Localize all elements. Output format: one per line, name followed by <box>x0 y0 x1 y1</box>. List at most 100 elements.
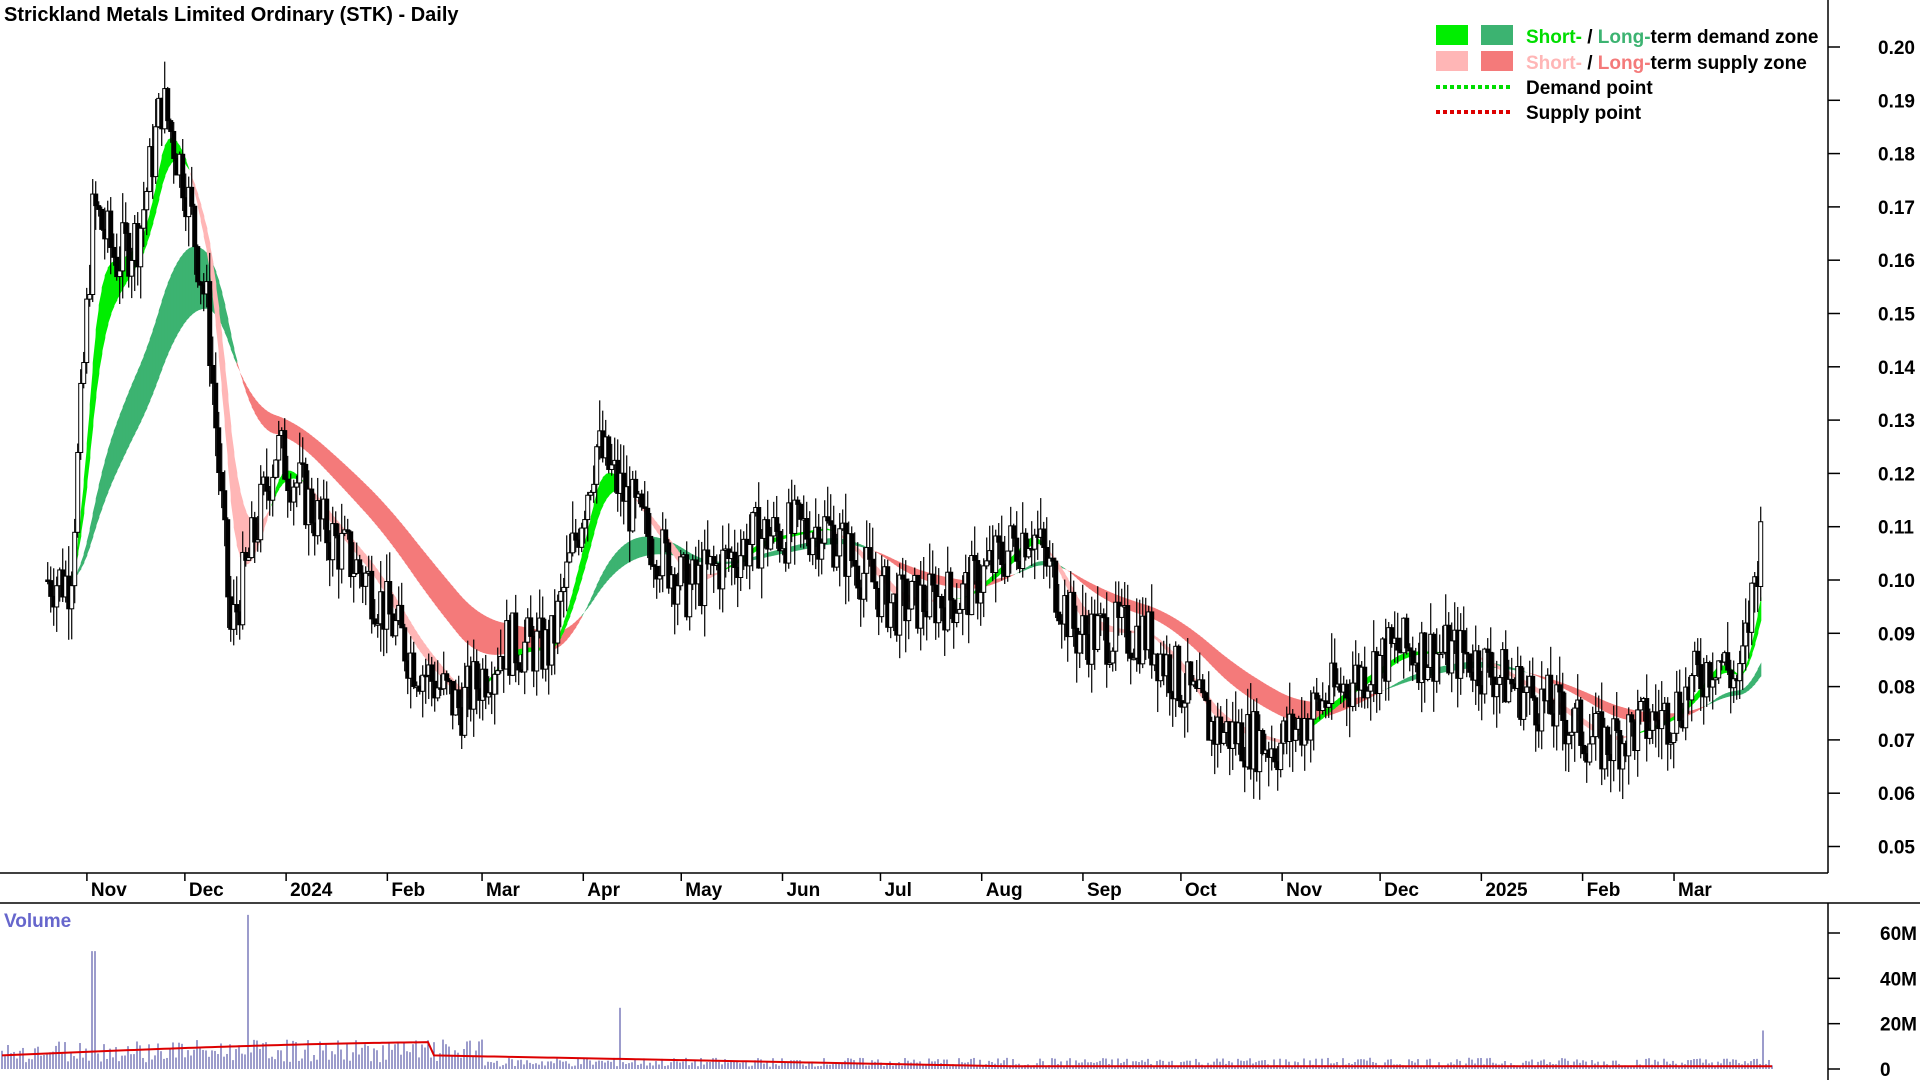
candle-body <box>255 539 261 543</box>
candle-body <box>1050 557 1056 562</box>
long-term-zone-segment <box>629 539 634 562</box>
candle-body <box>861 572 867 600</box>
candle-body <box>1056 611 1062 622</box>
long-term-zone-segment <box>176 258 181 336</box>
short-term-zone-segment <box>572 578 577 608</box>
candle-body <box>1344 683 1350 699</box>
candle-body <box>1272 748 1278 763</box>
long-term-zone-segment <box>1106 590 1111 602</box>
long-term-zone-segment <box>1208 643 1213 666</box>
long-term-zone-segment <box>233 348 238 366</box>
short-term-zone-segment <box>566 601 571 625</box>
candle-body <box>1689 675 1695 701</box>
candle-body <box>375 623 381 626</box>
candle-body <box>1407 647 1413 652</box>
long-term-zone-segment <box>146 338 151 409</box>
long-term-zone-segment <box>302 429 307 451</box>
candle-body <box>1554 684 1560 727</box>
short-term-zone-segment <box>1535 686 1540 695</box>
candle-body <box>585 494 591 521</box>
long-term-zone-segment <box>563 628 568 643</box>
long-term-zone-segment <box>1250 674 1255 701</box>
long-term-zone-segment <box>365 484 370 517</box>
long-term-zone-segment <box>230 334 235 358</box>
short-term-zone-segment <box>98 287 103 374</box>
candle-body <box>213 382 219 429</box>
candle-body <box>885 566 891 628</box>
long-term-zone-segment <box>182 250 187 326</box>
candle-body <box>1482 648 1488 695</box>
long-term-zone-segment <box>1205 640 1210 663</box>
long-term-zone-segment <box>1754 668 1759 685</box>
long-term-zone-segment <box>1187 626 1192 646</box>
candle-body <box>1710 679 1716 688</box>
long-term-zone-segment <box>185 248 190 322</box>
candle-body <box>123 222 129 234</box>
long-term-zone-segment <box>890 557 895 565</box>
long-term-zone-segment <box>1268 685 1273 712</box>
candle-body <box>1386 627 1392 682</box>
long-term-zone-segment <box>326 448 331 475</box>
candle-body <box>1467 653 1473 673</box>
long-term-zone-segment <box>470 605 475 649</box>
long-term-zone-segment <box>1694 708 1699 713</box>
candle-body <box>855 565 861 589</box>
short-term-zone-segment <box>1721 665 1726 675</box>
long-term-zone-segment <box>1751 674 1756 688</box>
candle-body <box>393 620 399 637</box>
x-tick-label: Apr <box>587 880 620 901</box>
x-tick-label: Mar <box>486 880 520 901</box>
candle-body <box>864 547 870 574</box>
candle-body <box>1566 734 1572 745</box>
candle-body <box>996 535 1002 543</box>
short-term-zone-segment <box>599 477 604 513</box>
long-term-zone-segment <box>1562 683 1567 690</box>
long-term-zone-segment <box>356 475 361 507</box>
long-term-zone-segment <box>227 318 232 350</box>
long-term-zone-segment <box>254 398 259 419</box>
short-term-zone-segment <box>374 566 379 582</box>
long-term-zone-segment <box>1232 662 1237 688</box>
long-term-zone-segment <box>413 538 418 580</box>
candle-body <box>447 679 453 683</box>
candle-body <box>1488 651 1494 678</box>
candle-body <box>936 596 942 624</box>
candle-body <box>645 507 651 537</box>
short-term-zone-segment <box>146 212 151 244</box>
candle-body <box>78 382 84 453</box>
candle-body <box>1563 719 1569 745</box>
candle-body <box>1047 557 1053 567</box>
long-term-zone-segment <box>1568 685 1573 693</box>
long-term-zone-segment <box>995 578 1000 584</box>
long-term-zone-segment <box>893 559 898 567</box>
long-term-zone-segment <box>77 562 82 574</box>
candle-body <box>444 673 450 681</box>
long-term-zone-segment <box>260 405 265 427</box>
short-term-zone-segment <box>608 472 613 496</box>
candle-body <box>264 476 270 492</box>
long-term-zone-segment <box>617 547 622 571</box>
candle-body <box>1203 692 1209 701</box>
long-term-zone-segment <box>467 603 472 647</box>
candle-body <box>1083 615 1089 636</box>
candle-body <box>276 435 282 461</box>
short-term-zone-segment <box>1154 635 1159 642</box>
long-term-zone-segment <box>860 544 865 548</box>
long-term-zone-segment <box>347 467 352 497</box>
long-term-zone-segment <box>1535 674 1540 677</box>
long-term-zone-segment <box>293 423 298 444</box>
short-term-zone-segment <box>185 159 190 170</box>
long-term-zone-segment <box>884 555 889 560</box>
long-term-zone-segment <box>1511 667 1516 671</box>
long-term-zone-segment <box>1073 573 1078 579</box>
candle-body <box>1110 650 1116 664</box>
candle-body <box>666 542 672 589</box>
long-term-zone-segment <box>458 593 463 639</box>
long-term-zone-segment <box>236 360 241 373</box>
short-term-zone-segment <box>563 612 568 632</box>
candle-body <box>1521 691 1527 720</box>
long-term-zone-segment <box>386 506 391 543</box>
candle-body <box>486 692 492 698</box>
candle-body <box>534 630 540 672</box>
candle-body <box>1290 713 1296 741</box>
